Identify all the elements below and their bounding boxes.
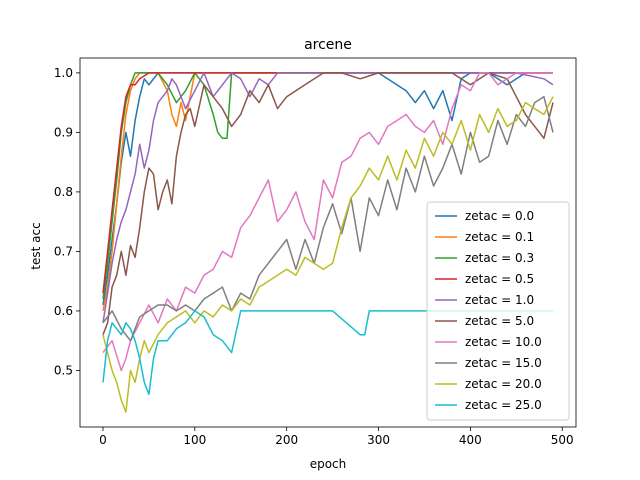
chart-title: arcene — [304, 37, 352, 53]
legend-entry-3: zetac = 0.5 — [465, 272, 534, 286]
y-tick-label: 0.8 — [54, 185, 73, 199]
series-line-6 — [102, 72, 553, 372]
x-tick-label: 300 — [367, 433, 390, 447]
y-tick-label: 1.0 — [54, 66, 73, 80]
series-line-5 — [102, 72, 554, 335]
legend-entry-6: zetac = 10.0 — [465, 335, 542, 349]
series-line-8 — [102, 96, 554, 413]
y-tick-label: 0.6 — [54, 304, 73, 318]
x-tick-label: 500 — [551, 433, 574, 447]
y-tick-label: 0.7 — [54, 244, 73, 258]
y-tick-label: 0.9 — [54, 125, 73, 139]
y-axis: 0.5 0.6 0.7 0.8 0.9 1.0 — [54, 66, 80, 377]
x-tick-label: 100 — [183, 433, 206, 447]
x-tick-label: 0 — [99, 433, 107, 447]
y-axis-label: test acc — [29, 222, 43, 269]
legend-entry-4: zetac = 1.0 — [465, 293, 534, 307]
x-tick-label: 400 — [459, 433, 482, 447]
legend-box — [426, 201, 570, 421]
series-line-7 — [102, 95, 554, 342]
legend: zetac = 0.0 zetac = 0.1 zetac = 0.3 zetac =… — [426, 201, 570, 421]
legend-entry-5: zetac = 5.0 — [465, 314, 534, 328]
y-tick-label: 0.5 — [54, 363, 73, 377]
legend-entry-8: zetac = 20.0 — [465, 377, 542, 391]
legend-entry-1: zetac = 0.1 — [465, 230, 534, 244]
x-axis: 0 100 200 300 400 500 — [99, 427, 574, 447]
legend-entry-9: zetac = 25.0 — [465, 398, 542, 412]
x-axis-label: epoch — [310, 457, 347, 471]
legend-entry-7: zetac = 15.0 — [465, 356, 542, 370]
x-tick-label: 200 — [275, 433, 298, 447]
legend-entry-2: zetac = 0.3 — [465, 251, 534, 265]
legend-entry-0: zetac = 0.0 — [465, 209, 534, 223]
plot-area — [79, 57, 577, 428]
axes-frame — [79, 57, 577, 428]
series-line-9 — [102, 310, 553, 396]
